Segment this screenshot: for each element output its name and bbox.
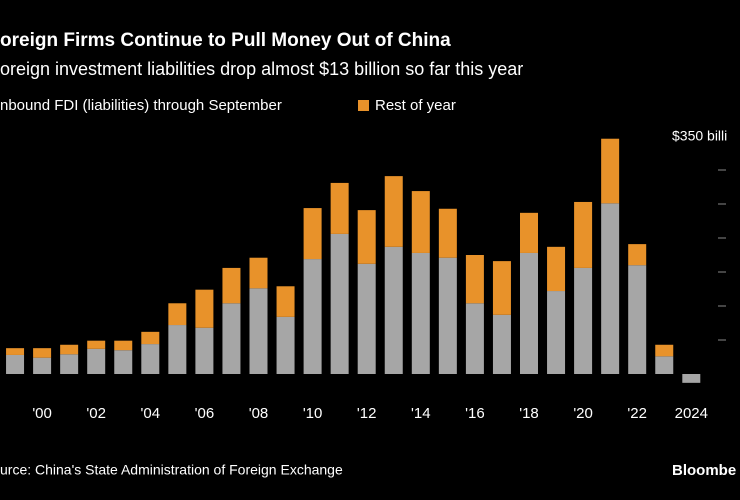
bar xyxy=(628,265,647,374)
bar xyxy=(276,286,295,317)
bar xyxy=(601,138,620,204)
bar xyxy=(195,327,214,374)
bar xyxy=(655,356,674,374)
legend-swatch xyxy=(358,100,369,111)
bar xyxy=(6,354,25,374)
bar xyxy=(276,316,295,374)
chart-subtitle: oreign investment liabilities drop almos… xyxy=(0,59,523,79)
x-tick-label: '22 xyxy=(627,405,647,422)
x-tick-label: '10 xyxy=(303,405,323,422)
bar xyxy=(628,244,647,266)
bar xyxy=(141,344,160,374)
brand: Bloombe xyxy=(672,462,736,479)
x-tick-label: '18 xyxy=(519,405,539,422)
bar xyxy=(438,208,457,258)
bar xyxy=(411,252,430,374)
bar xyxy=(357,210,376,264)
bar xyxy=(601,203,620,374)
bar xyxy=(330,233,349,374)
bar xyxy=(655,344,674,357)
x-tick-label: '12 xyxy=(357,405,377,422)
x-tick-label: '20 xyxy=(573,405,593,422)
x-tick-label: '06 xyxy=(195,405,215,422)
bar xyxy=(330,182,349,234)
bar xyxy=(465,303,484,374)
bar xyxy=(492,261,511,315)
bar xyxy=(574,267,593,374)
bar xyxy=(222,303,241,374)
bar xyxy=(249,257,268,289)
bar xyxy=(357,263,376,374)
x-tick-label: '00 xyxy=(32,405,52,422)
bar xyxy=(87,348,106,374)
x-tick-label: 2024 xyxy=(675,405,708,422)
bar xyxy=(303,208,322,260)
bar xyxy=(520,252,538,374)
x-tick-label: '04 xyxy=(141,405,161,422)
bar xyxy=(168,303,187,326)
chart-title: oreign Firms Continue to Pull Money Out … xyxy=(0,30,451,51)
legend-label: Rest of year xyxy=(375,97,456,114)
bar xyxy=(492,314,511,374)
bar xyxy=(33,357,52,374)
bar xyxy=(141,331,160,345)
x-tick-label: '02 xyxy=(86,405,106,422)
bar xyxy=(60,354,79,374)
bar xyxy=(114,340,133,351)
bar xyxy=(195,289,214,328)
bar xyxy=(60,344,79,355)
x-tick-label: '16 xyxy=(465,405,485,422)
bar xyxy=(520,212,538,253)
bar xyxy=(168,325,187,374)
bar xyxy=(465,255,484,304)
bar xyxy=(438,257,457,374)
bar xyxy=(384,246,403,374)
bar xyxy=(547,246,566,292)
bar xyxy=(114,350,133,374)
bar xyxy=(222,267,241,304)
legend-label: nbound FDI (liabilities) through Septemb… xyxy=(0,97,282,114)
bar xyxy=(87,340,106,349)
source: urce: China's State Administration of Fo… xyxy=(0,462,343,478)
bar xyxy=(574,201,593,268)
x-tick-label: '14 xyxy=(411,405,431,422)
bar xyxy=(547,291,566,374)
bar xyxy=(384,176,403,247)
y-tick-label: $350 billi xyxy=(672,128,727,144)
bar xyxy=(411,191,430,253)
bar xyxy=(682,374,701,383)
bar xyxy=(33,348,52,358)
x-tick-label: '08 xyxy=(249,405,269,422)
bar xyxy=(303,259,322,374)
bar xyxy=(249,288,268,374)
bar xyxy=(6,348,25,355)
